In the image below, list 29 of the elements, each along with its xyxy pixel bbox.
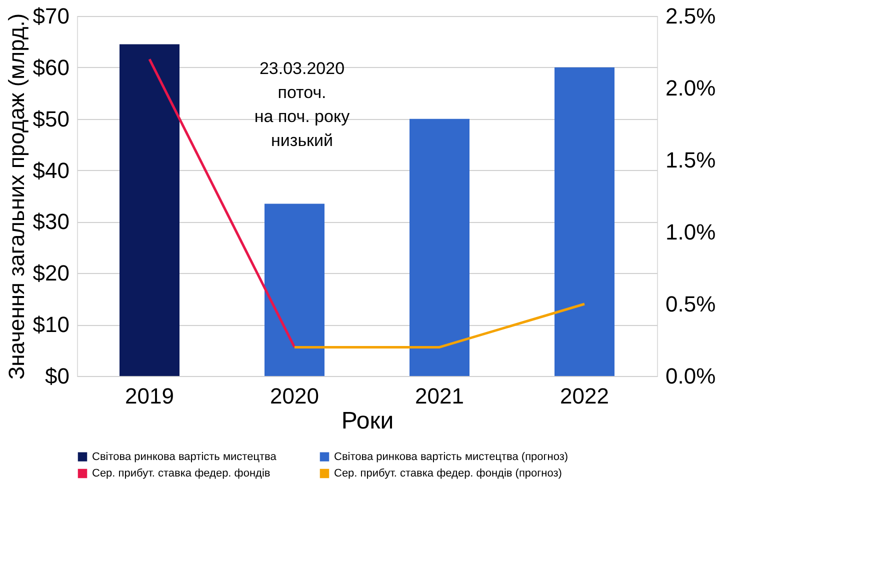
legend-label: Світова ринкова вартість мистецтва (прогноз) [334,450,568,463]
x-tick-label: 2019 [125,384,174,408]
y-tick-label: $60 [32,54,70,80]
y2-tick-label: 2.5% [666,4,716,28]
y-tick-label: $40 [32,158,70,183]
y-tick-label: $30 [32,209,70,234]
bar [120,44,180,376]
x-tick-label: 2022 [560,384,609,408]
bar [554,67,614,376]
y-tick-label: $70 [32,4,70,28]
y-axis-title: Значення загальних продаж (млрд.) [4,13,29,380]
y-tick-label: $10 [32,312,70,338]
x-axis-title: Роки [341,408,394,434]
y2-tick-label: 0.5% [666,292,716,316]
y2-tick-label: 0.0% [666,364,716,388]
legend-label: Сер. прибут. ставка федер. фондів [92,468,270,480]
x-tick-label: 2020 [270,384,319,408]
x-tick-label: 2021 [415,384,464,408]
bar [410,118,470,376]
y-tick-label: $20 [32,260,70,286]
y2-tick-label: 2.0% [666,76,716,100]
y-tick-label: $50 [32,106,70,132]
y2-tick-label: 1.5% [666,148,716,172]
annotation: 23.03.2020 поточ. на поч. року низький [254,59,350,150]
bar [264,204,324,376]
legend-label: Сер. прибут. ставка федер. фондів (прогноз) [334,468,562,480]
y-tick-label: $0 [45,364,70,388]
legend-label: Світова ринкова вартість мистецтва [92,450,278,463]
y2-tick-label: 1.0% [666,220,716,244]
